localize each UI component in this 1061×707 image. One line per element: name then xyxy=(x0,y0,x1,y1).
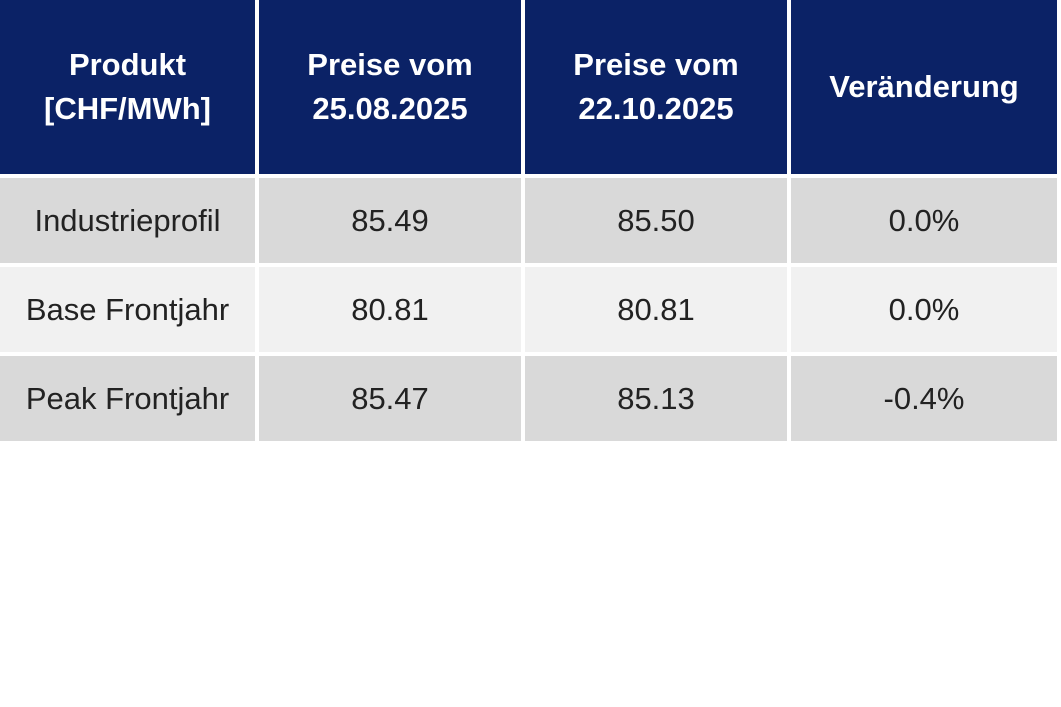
header-cell: Preise vom 25.08.2025 xyxy=(259,0,521,174)
table-cell: Base Frontjahr xyxy=(0,267,255,352)
header-text: Preise vom xyxy=(307,47,473,82)
header-text: 22.10.2025 xyxy=(578,91,734,126)
table-cell: 85.47 xyxy=(259,356,521,441)
header-text: [CHF/MWh] xyxy=(44,91,211,126)
table-cell: 85.13 xyxy=(525,356,787,441)
table-cell: 85.49 xyxy=(259,178,521,263)
table-cell: Peak Frontjahr xyxy=(0,356,255,441)
header-text: Produkt xyxy=(68,47,187,82)
table-cell: 0.0% xyxy=(791,178,1057,263)
header-text: Preise vom xyxy=(573,47,739,82)
header-cell: Veränderung xyxy=(791,0,1057,174)
header-text: 25.08.2025 xyxy=(312,91,468,126)
header-cell: Preise vom 22.10.2025 xyxy=(525,0,787,174)
table-cell: 80.81 xyxy=(259,267,521,352)
table-cell: 85.50 xyxy=(525,178,787,263)
table-cell: 80.81 xyxy=(525,267,787,352)
header-cell: Produkt [CHF/MWh] xyxy=(0,0,255,174)
table-cell: Industrieprofil xyxy=(0,178,255,263)
table-cell: -0.4% xyxy=(791,356,1057,441)
table-cell: 0.0% xyxy=(791,267,1057,352)
header-text: Veränderung xyxy=(829,69,1019,104)
